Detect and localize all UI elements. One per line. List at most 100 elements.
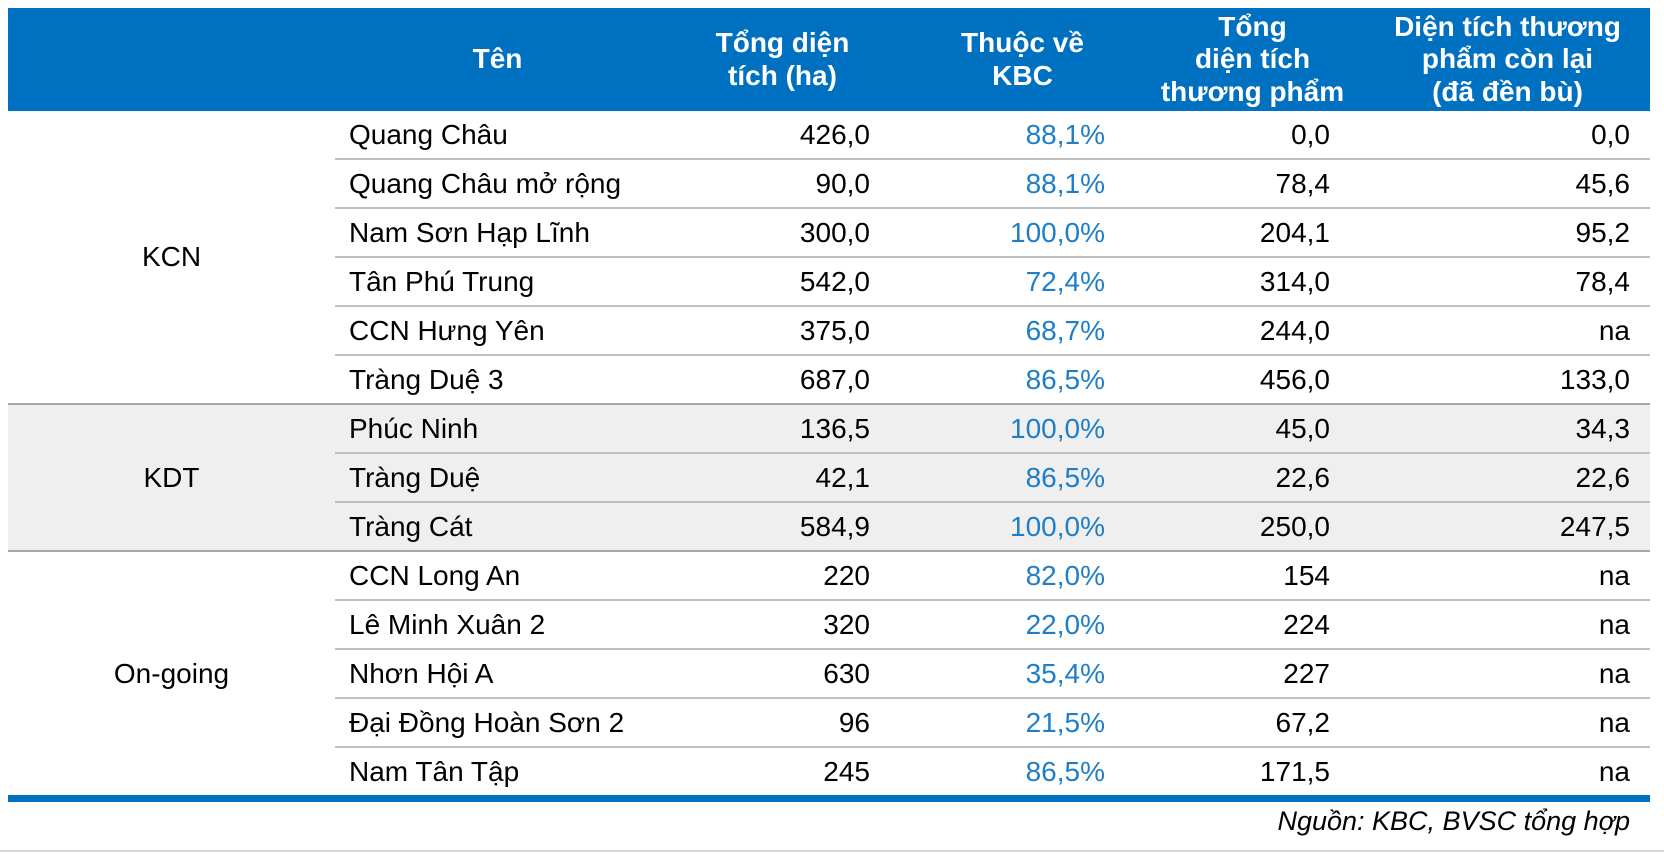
group-label-kdt: KDT — [8, 403, 335, 551]
project-name-cell: Tràng Cát — [335, 501, 660, 551]
remaining-area-value: na — [1365, 550, 1650, 600]
table-row: Tràng Cát 584,9 100,0% 250,0 247,5 — [8, 501, 1650, 551]
total-area-value: 136,5 — [660, 403, 905, 453]
project-name-cell: Quang Châu mở rộng — [335, 158, 660, 208]
table-row: Tràng Duệ 42,1 86,5% 22,6 22,6 — [8, 452, 1650, 502]
kbc-share-value: 82,0% — [905, 550, 1140, 600]
table-row: Nhơn Hội A 630 35,4% 227 na — [8, 648, 1650, 698]
group-kdt: KDT Phúc Ninh 136,5 100,0% 45,0 34,3 Tràng Duệ… — [8, 403, 1650, 551]
commercial-area-value: 227 — [1140, 648, 1365, 698]
project-name-cell: CCN Long An — [335, 550, 660, 600]
total-area-value: 220 — [660, 550, 905, 600]
total-area-value: 375,0 — [660, 305, 905, 355]
header-name: Tên — [335, 8, 660, 111]
project-name-cell: Phúc Ninh — [335, 403, 660, 453]
header-remaining-area: Diện tích thương phẩm còn lại (đã đền bù… — [1365, 8, 1650, 111]
commercial-area-value: 67,2 — [1140, 697, 1365, 747]
project-name-cell: Lê Minh Xuân 2 — [335, 599, 660, 649]
total-area-value: 300,0 — [660, 207, 905, 257]
table-row: CCN Hưng Yên 375,0 68,7% 244,0 na — [8, 305, 1650, 355]
project-name-cell: Tràng Duệ — [335, 452, 660, 502]
total-area-value: 584,9 — [660, 501, 905, 551]
total-area-value: 320 — [660, 599, 905, 649]
header-total-area: Tổng diện tích (ha) — [660, 8, 905, 111]
project-name-cell: Đại Đồng Hoàn Sơn 2 — [335, 697, 660, 747]
header-commercial-area: Tổng diện tích thương phẩm — [1140, 8, 1365, 111]
commercial-area-value: 244,0 — [1140, 305, 1365, 355]
commercial-area-value: 456,0 — [1140, 354, 1365, 404]
project-name-cell: Quang Châu — [335, 111, 660, 159]
table-row: KDT Phúc Ninh 136,5 100,0% 45,0 34,3 — [8, 403, 1650, 551]
remaining-area-value: 78,4 — [1365, 256, 1650, 306]
commercial-area-value: 250,0 — [1140, 501, 1365, 551]
group-label-ongoing: On-going — [8, 550, 335, 799]
header-group-spacer — [8, 8, 335, 111]
commercial-area-value: 154 — [1140, 550, 1365, 600]
table-header-row: Tên Tổng diện tích (ha) Thuộc về KBC Tổn… — [8, 8, 1650, 111]
project-name-cell: CCN Hưng Yên — [335, 305, 660, 355]
total-area-value: 630 — [660, 648, 905, 698]
commercial-area-value: 0,0 — [1140, 111, 1365, 159]
kbc-share-value: 100,0% — [905, 501, 1140, 551]
page-bottom-divider — [0, 850, 1664, 852]
remaining-area-value: 45,6 — [1365, 158, 1650, 208]
remaining-area-value: 95,2 — [1365, 207, 1650, 257]
kbc-land-bank-table: Tên Tổng diện tích (ha) Thuộc về KBC Tổn… — [8, 8, 1650, 802]
group-label-kcn: KCN — [8, 111, 335, 404]
table-row: Lê Minh Xuân 2 320 22,0% 224 na — [8, 599, 1650, 649]
kbc-share-value: 100,0% — [905, 207, 1140, 257]
table-row: Nam Tân Tập 245 86,5% 171,5 na — [8, 746, 1650, 799]
remaining-area-value: 133,0 — [1365, 354, 1650, 404]
source-note: Nguồn: KBC, BVSC tổng hợp — [1277, 806, 1630, 836]
table-row: Nam Sơn Hạp Lĩnh 300,0 100,0% 204,1 95,2 — [8, 207, 1650, 257]
project-name-cell: Tràng Duệ 3 — [335, 354, 660, 404]
commercial-area-value: 314,0 — [1140, 256, 1365, 306]
commercial-area-value: 224 — [1140, 599, 1365, 649]
kbc-share-value: 72,4% — [905, 256, 1140, 306]
remaining-area-value: na — [1365, 305, 1650, 355]
kbc-share-value: 35,4% — [905, 648, 1140, 698]
header-kbc-share: Thuộc về KBC — [905, 8, 1140, 111]
project-name-cell: Tân Phú Trung — [335, 256, 660, 306]
project-name-cell: Nam Sơn Hạp Lĩnh — [335, 207, 660, 257]
project-name-cell: Nam Tân Tập — [335, 746, 660, 799]
kbc-share-value: 21,5% — [905, 697, 1140, 747]
total-area-value: 96 — [660, 697, 905, 747]
commercial-area-value: 45,0 — [1140, 403, 1365, 453]
kbc-share-value: 86,5% — [905, 354, 1140, 404]
remaining-area-value: 0,0 — [1365, 111, 1650, 159]
group-kcn: KCN Quang Châu 426,0 88,1% 0,0 0,0 Quang Châu … — [8, 111, 1650, 404]
total-area-value: 245 — [660, 746, 905, 799]
total-area-value: 426,0 — [660, 111, 905, 159]
table-row: Tràng Duệ 3 687,0 86,5% 456,0 133,0 — [8, 354, 1650, 404]
remaining-area-value: 22,6 — [1365, 452, 1650, 502]
remaining-area-value: na — [1365, 599, 1650, 649]
commercial-area-value: 204,1 — [1140, 207, 1365, 257]
kbc-share-value: 100,0% — [905, 403, 1140, 453]
remaining-area-value: na — [1365, 648, 1650, 698]
total-area-value: 687,0 — [660, 354, 905, 404]
remaining-area-value: 247,5 — [1365, 501, 1650, 551]
kbc-share-value: 22,0% — [905, 599, 1140, 649]
total-area-value: 42,1 — [660, 452, 905, 502]
kbc-share-value: 88,1% — [905, 158, 1140, 208]
group-ongoing: On-going CCN Long An 220 82,0% 154 na Lê Minh … — [8, 550, 1650, 799]
commercial-area-value: 78,4 — [1140, 158, 1365, 208]
commercial-area-value: 22,6 — [1140, 452, 1365, 502]
table-row: KCN Quang Châu 426,0 88,1% 0,0 0,0 — [8, 111, 1650, 404]
remaining-area-value: na — [1365, 697, 1650, 747]
table-row: Đại Đồng Hoàn Sơn 2 96 21,5% 67,2 na — [8, 697, 1650, 747]
kbc-share-value: 88,1% — [905, 111, 1140, 159]
remaining-area-value: 34,3 — [1365, 403, 1650, 453]
table-row: Quang Châu mở rộng 90,0 88,1% 78,4 45,6 — [8, 158, 1650, 208]
remaining-area-value: na — [1365, 746, 1650, 799]
kbc-share-value: 86,5% — [905, 452, 1140, 502]
project-name-cell: Nhơn Hội A — [335, 648, 660, 698]
commercial-area-value: 171,5 — [1140, 746, 1365, 799]
kbc-share-value: 68,7% — [905, 305, 1140, 355]
table-row: On-going CCN Long An 220 82,0% 154 na — [8, 550, 1650, 799]
header-row: Tên Tổng diện tích (ha) Thuộc về KBC Tổn… — [8, 8, 1650, 111]
total-area-value: 542,0 — [660, 256, 905, 306]
table-row: Tân Phú Trung 542,0 72,4% 314,0 78,4 — [8, 256, 1650, 306]
